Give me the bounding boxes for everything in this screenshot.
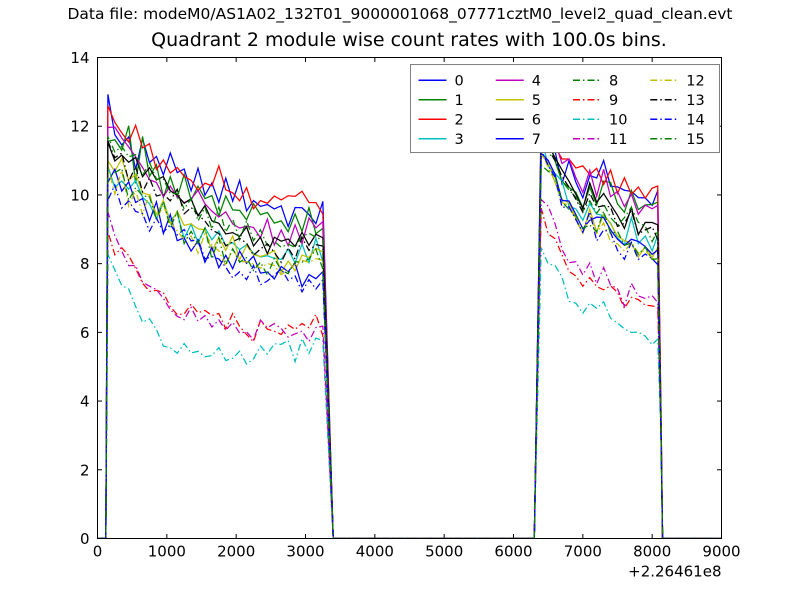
legend-label-7[interactable]: 7 [532, 132, 541, 148]
x-tick-label: 3000 [286, 543, 324, 561]
x-tick-label: 4000 [356, 543, 394, 561]
x-axis-offset-label: +2.26461e8 [628, 563, 721, 581]
y-tick-label: 14 [70, 49, 89, 67]
series-line-2 [97, 105, 722, 539]
series-line-8 [97, 135, 722, 539]
page-title: Quadrant 2 module wise count rates with … [151, 29, 667, 51]
y-tick-label: 6 [80, 324, 90, 342]
axes-border [97, 57, 722, 539]
series-line-15 [97, 163, 722, 539]
series-line-13 [97, 140, 722, 539]
legend-label-5[interactable]: 5 [532, 93, 541, 109]
x-tick-label: 9000 [702, 543, 740, 561]
y-tick-label: 12 [70, 118, 89, 136]
x-tick-label: 7000 [564, 543, 602, 561]
series-line-1 [97, 125, 722, 539]
y-tick-label: 4 [80, 393, 90, 411]
legend-label-0[interactable]: 0 [455, 73, 464, 89]
series-line-11 [97, 198, 722, 539]
y-tick-label: 2 [80, 461, 90, 479]
legend-label-6[interactable]: 6 [532, 112, 541, 128]
x-tick-label: 8000 [633, 543, 671, 561]
series-line-14 [97, 149, 722, 539]
legend-label-9[interactable]: 9 [609, 93, 618, 109]
legend-label-13[interactable]: 13 [686, 93, 704, 109]
data-series-group [97, 94, 722, 539]
legend-label-11[interactable]: 11 [609, 132, 627, 148]
legend-label-1[interactable]: 1 [455, 93, 464, 109]
series-line-10 [97, 247, 722, 539]
series-line-4 [97, 116, 722, 539]
x-tick-label: 0 [93, 543, 103, 561]
y-tick-label: 8 [80, 255, 90, 273]
legend-label-10[interactable]: 10 [609, 112, 627, 128]
data-file-label: Data file: modeM0/AS1A02_132T01_90000010… [67, 5, 733, 23]
y-tick-label: 0 [80, 530, 90, 548]
y-tick-label: 10 [70, 186, 89, 204]
x-tick-label: 6000 [494, 543, 532, 561]
legend-label-15[interactable]: 15 [686, 132, 704, 148]
legend-label-3[interactable]: 3 [455, 132, 464, 148]
legend-label-12[interactable]: 12 [686, 73, 704, 89]
legend-label-2[interactable]: 2 [455, 112, 464, 128]
legend-label-14[interactable]: 14 [686, 112, 704, 128]
x-tick-label: 1000 [148, 543, 186, 561]
legend-box [410, 64, 720, 153]
x-tick-label: 2000 [217, 543, 255, 561]
axis-ticks: 0 1000 2000 3000 4000 5000 6000 7000 8000 9000 0 2 4… [70, 49, 740, 581]
legend-label-8[interactable]: 8 [609, 73, 618, 89]
axes-frame [97, 57, 722, 539]
x-tick-label: 5000 [425, 543, 463, 561]
legend-label-4[interactable]: 4 [532, 73, 541, 89]
series-line-9 [97, 207, 722, 539]
